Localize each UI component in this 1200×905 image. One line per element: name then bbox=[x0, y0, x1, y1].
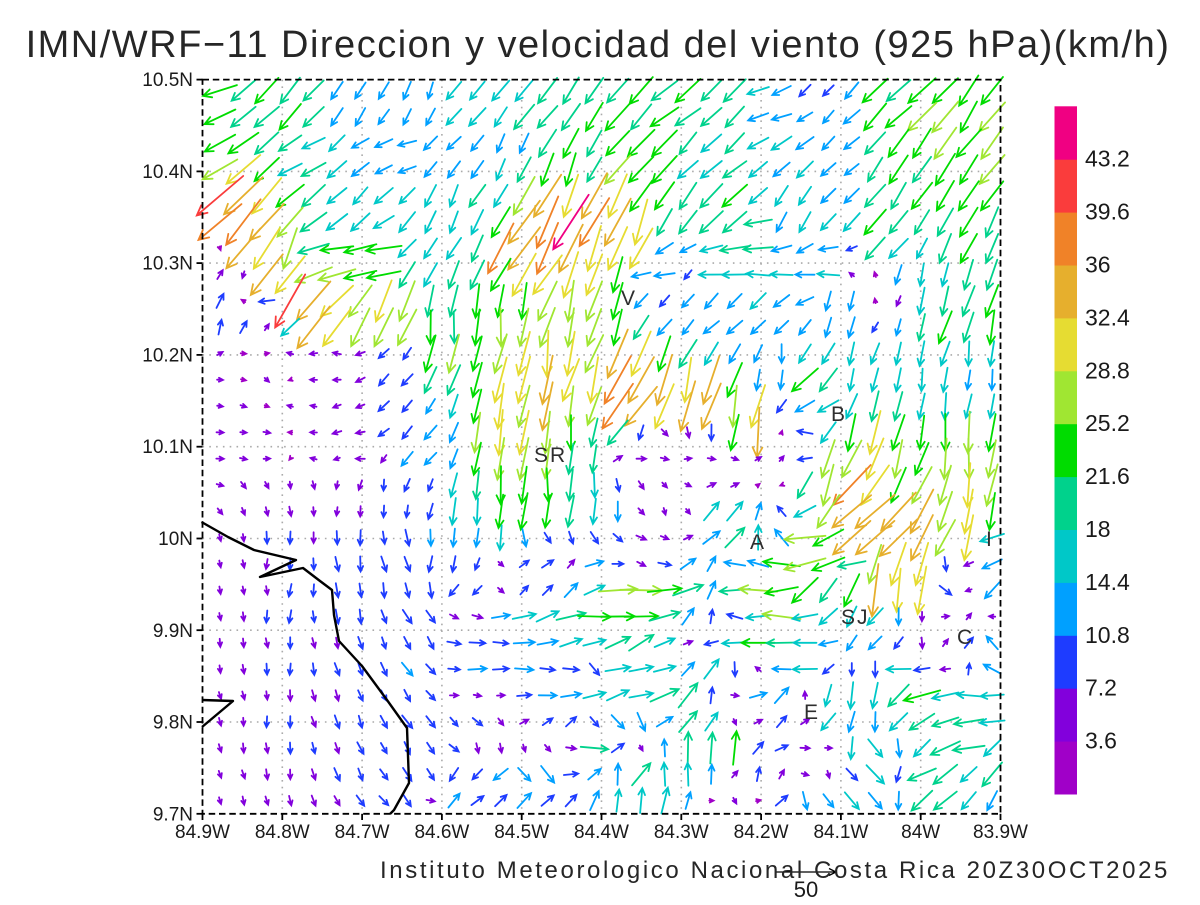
svg-text:10N: 10N bbox=[158, 529, 193, 550]
svg-text:10.2N: 10.2N bbox=[142, 345, 193, 366]
svg-text:10.8: 10.8 bbox=[1085, 622, 1130, 648]
svg-text:B: B bbox=[831, 403, 847, 426]
svg-text:Instituto Meteorologico Nacion: Instituto Meteorologico Nacional Costa R… bbox=[380, 857, 1170, 884]
svg-text:84.2W: 84.2W bbox=[734, 822, 789, 843]
svg-text:18: 18 bbox=[1085, 516, 1111, 542]
svg-text:83.9W: 83.9W bbox=[973, 822, 1028, 843]
svg-text:10.3N: 10.3N bbox=[142, 254, 193, 275]
svg-text:SR: SR bbox=[534, 444, 567, 467]
svg-text:10.1N: 10.1N bbox=[142, 437, 193, 458]
svg-text:IMN/WRF−11 Direccion y velocid: IMN/WRF−11 Direccion y velocidad del vie… bbox=[26, 24, 1171, 66]
svg-text:SJ: SJ bbox=[841, 606, 870, 629]
svg-text:32.4: 32.4 bbox=[1085, 304, 1130, 330]
svg-text:I: I bbox=[986, 528, 994, 551]
svg-text:9.7N: 9.7N bbox=[153, 804, 193, 825]
svg-text:84W: 84W bbox=[901, 822, 940, 843]
svg-text:28.8: 28.8 bbox=[1085, 357, 1130, 383]
svg-text:10.5N: 10.5N bbox=[142, 70, 193, 91]
svg-text:84.7W: 84.7W bbox=[335, 822, 390, 843]
svg-text:3.6: 3.6 bbox=[1085, 728, 1117, 754]
svg-text:C: C bbox=[957, 626, 974, 649]
svg-text:9.8N: 9.8N bbox=[153, 713, 193, 734]
svg-text:84.8W: 84.8W bbox=[255, 822, 310, 843]
svg-text:39.6: 39.6 bbox=[1085, 199, 1130, 225]
svg-text:7.2: 7.2 bbox=[1085, 675, 1117, 701]
svg-text:36: 36 bbox=[1085, 252, 1111, 278]
svg-text:43.2: 43.2 bbox=[1085, 146, 1130, 172]
svg-text:25.2: 25.2 bbox=[1085, 410, 1130, 436]
svg-text:9.9N: 9.9N bbox=[153, 621, 193, 642]
svg-text:84.3W: 84.3W bbox=[654, 822, 709, 843]
svg-text:V: V bbox=[621, 287, 637, 310]
svg-text:14.4: 14.4 bbox=[1085, 569, 1130, 595]
svg-text:21.6: 21.6 bbox=[1085, 463, 1130, 489]
svg-text:84.4W: 84.4W bbox=[574, 822, 629, 843]
svg-text:10.4N: 10.4N bbox=[142, 162, 193, 183]
svg-text:A: A bbox=[750, 531, 766, 554]
svg-text:50: 50 bbox=[794, 877, 818, 900]
svg-text:84.9W: 84.9W bbox=[175, 822, 230, 843]
svg-text:84.5W: 84.5W bbox=[494, 822, 549, 843]
svg-text:84.1W: 84.1W bbox=[813, 822, 868, 843]
svg-text:E: E bbox=[804, 701, 820, 724]
svg-text:84.6W: 84.6W bbox=[414, 822, 469, 843]
